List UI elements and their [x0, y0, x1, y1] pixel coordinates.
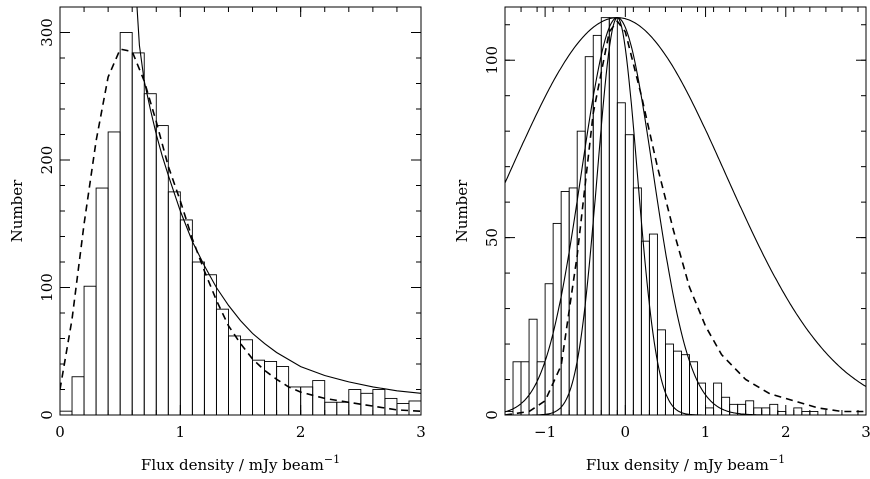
histogram-bar: [107, 131, 121, 415]
histogram-bar: [560, 191, 570, 415]
y-tick-label: 100: [38, 273, 56, 302]
histogram-bar: [60, 410, 73, 415]
histogram-bar: [552, 222, 562, 415]
histogram-bar: [673, 350, 682, 415]
histogram-bar: [71, 376, 85, 415]
dashed-model-curve: [505, 19, 866, 415]
x-tick-label: 2: [781, 423, 791, 441]
x-tick-label: 1: [176, 423, 186, 441]
y-tick-label: 200: [38, 146, 56, 175]
wide-gaussian-curve: [505, 17, 866, 387]
y-axis-label: Number: [8, 179, 26, 242]
x-tick-label: −1: [534, 423, 556, 441]
histogram-bar: [167, 191, 181, 415]
histogram-bar: [528, 318, 538, 415]
plot-area: [505, 17, 866, 415]
histogram-bar: [83, 285, 97, 415]
y-axis-label: Number: [453, 179, 471, 242]
histogram-bar: [348, 389, 362, 415]
histogram-bar: [793, 407, 803, 415]
histogram-bar: [360, 392, 374, 415]
y-tick-label: 0: [38, 410, 56, 420]
x-axis-label: Flux density / mJy beam−1: [586, 453, 785, 474]
histogram-bar: [95, 187, 109, 415]
histogram-bar: [616, 102, 626, 415]
histogram-bar: [600, 17, 610, 415]
histogram-bar: [336, 401, 350, 415]
histogram-bar: [143, 93, 157, 415]
histogram-bar: [689, 361, 698, 415]
y-tick-label: 50: [483, 228, 501, 247]
solid-model-curve: [136, 7, 421, 394]
x-tick-label: 1: [701, 423, 711, 441]
histogram-bar: [632, 187, 642, 415]
histogram-bar: [191, 261, 205, 415]
histogram-bar: [664, 343, 674, 415]
right-histogram-panel: −1 0 1 2 3 0 50 100 Flux density / mJy beam−1 Num…: [453, 6, 870, 474]
left-histogram-panel: 0 1 2 3 0 100 200 300 Flux density / mJy beam−1 N…: [8, 6, 426, 474]
histogram-bar: [769, 403, 779, 415]
histogram-bar: [119, 32, 133, 415]
x-tick-label: 0: [621, 423, 631, 441]
histogram-bar: [608, 17, 618, 415]
histogram-bar: [624, 134, 634, 415]
histogram-bar: [520, 361, 530, 415]
mid-gaussian-curve: [505, 17, 866, 415]
histogram-bar: [761, 407, 771, 415]
histogram-bar: [745, 400, 755, 415]
y-tick-label: 300: [38, 18, 56, 47]
y-tick-label: 0: [483, 410, 501, 420]
histogram-bar: [228, 335, 241, 415]
histogram-bar: [276, 366, 290, 415]
histogram-bar: [215, 308, 229, 415]
histogram-bar: [713, 382, 723, 415]
histogram-bar: [324, 401, 338, 415]
histogram-bar: [179, 219, 193, 415]
plot-area: [60, 7, 421, 415]
histogram-bar: [721, 396, 731, 415]
histogram-bar: [408, 400, 421, 415]
histogram-bar: [753, 407, 763, 415]
histogram-bar: [384, 397, 398, 415]
histogram-bar: [681, 354, 690, 415]
narrow-gaussian-curve: [505, 17, 866, 415]
x-tick-label: 3: [861, 423, 870, 441]
x-axis-label: Flux density / mJy beam−1: [141, 453, 340, 474]
histogram-bar: [300, 386, 314, 415]
x-tick-label: 3: [416, 423, 426, 441]
histogram-bar: [252, 359, 266, 415]
plot-frame: [504, 6, 867, 416]
histogram-bar: [131, 52, 145, 415]
histogram-bar: [240, 339, 253, 415]
histogram-bar: [264, 361, 278, 415]
histogram-bar: [372, 389, 386, 415]
histogram-bar: [536, 361, 546, 415]
histogram-bar: [697, 382, 707, 415]
histogram-bar: [705, 407, 715, 415]
x-tick-label: 0: [55, 423, 65, 441]
y-tick-label: 100: [483, 46, 501, 75]
histogram-bar: [656, 329, 666, 415]
histogram-bar: [396, 403, 410, 415]
histogram-bar: [648, 233, 658, 415]
dashed-model-curve: [60, 48, 421, 412]
x-tick-label: 2: [296, 423, 306, 441]
